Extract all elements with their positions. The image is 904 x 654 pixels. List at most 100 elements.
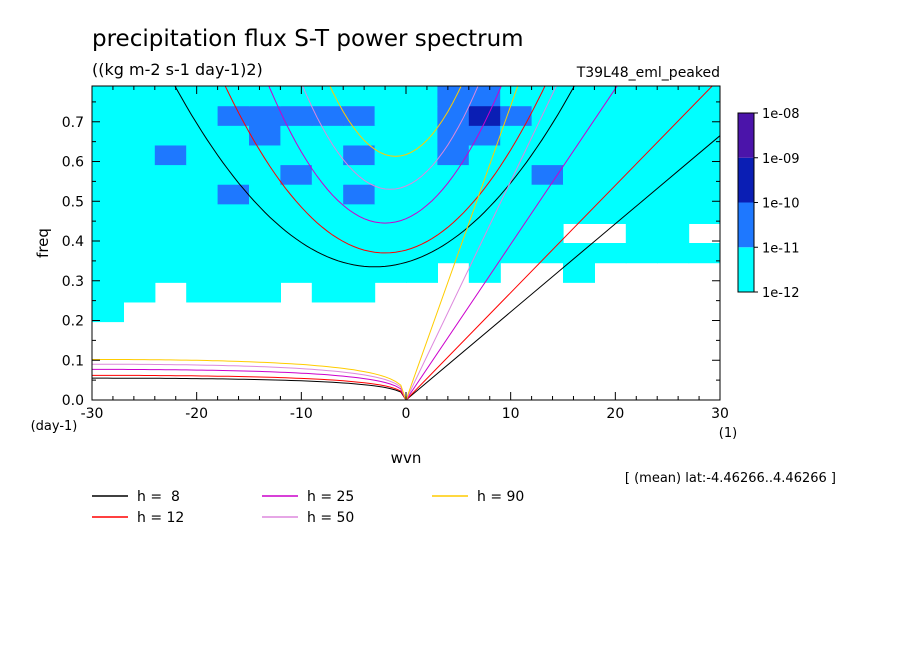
contour-cell — [218, 204, 250, 224]
contour-cell — [343, 184, 375, 204]
contour-cell — [123, 86, 155, 106]
contour-cell — [312, 165, 344, 185]
contour-cell — [437, 86, 469, 106]
contour-cell — [406, 223, 438, 243]
contour-cell — [155, 204, 187, 224]
contour-cell — [155, 106, 187, 126]
contour-cell — [657, 243, 689, 263]
contour-cell — [218, 165, 250, 185]
colorbar-segment — [738, 247, 754, 292]
contour-cell — [626, 145, 658, 165]
y-axis-unit: (day-1) — [31, 419, 78, 434]
contour-cell — [406, 125, 438, 145]
contour-cell — [437, 204, 469, 224]
contour-cell — [92, 86, 124, 106]
contour-cell — [280, 86, 312, 106]
legend-label: h = 12 — [137, 510, 184, 526]
contour-cell — [155, 184, 187, 204]
contour-cell — [123, 243, 155, 263]
contour-cell — [155, 263, 187, 283]
contour-cell — [218, 223, 250, 243]
chart-title: precipitation flux S-T power spectrum — [92, 26, 524, 52]
colorbar-segment — [738, 158, 754, 203]
contour-cell — [626, 243, 658, 263]
legend-label: h = 8 — [137, 489, 180, 505]
colorbar-segment — [738, 113, 754, 158]
contour-cell — [532, 106, 564, 126]
contour-cell — [249, 165, 281, 185]
contour-cell — [657, 204, 689, 224]
contour-cell — [469, 243, 501, 263]
contour-cell — [437, 223, 469, 243]
contour-cell — [594, 145, 626, 165]
contour-cell — [657, 223, 689, 243]
contour-cell — [155, 86, 187, 106]
contour-cell — [500, 125, 532, 145]
contour-cell — [657, 86, 689, 106]
contour-cell — [186, 106, 218, 126]
contour-cell — [375, 106, 407, 126]
contour-cell — [406, 243, 438, 263]
contour-cell — [123, 282, 155, 302]
contour-cell — [186, 223, 218, 243]
contour-cell — [249, 204, 281, 224]
contour-cell — [186, 282, 218, 302]
contour-cell — [689, 86, 721, 106]
contour-cell — [500, 145, 532, 165]
contour-cell — [375, 165, 407, 185]
contour-cell — [155, 125, 187, 145]
contour-cell — [155, 165, 187, 185]
contour-cell — [406, 184, 438, 204]
x-tick-label: 30 — [711, 406, 729, 422]
contour-cell — [186, 145, 218, 165]
colorbar: 1e-081e-091e-101e-111e-12 — [738, 107, 800, 301]
contour-cell — [594, 106, 626, 126]
contour-cell — [657, 145, 689, 165]
contour-cell — [280, 263, 312, 283]
contour-cell — [280, 223, 312, 243]
contour-cell — [343, 243, 375, 263]
contour-cell — [92, 282, 124, 302]
contour-cell — [218, 184, 250, 204]
latitude-annotation: [ (mean) lat:-4.46266..4.46266 ] — [625, 471, 836, 486]
contour-cell — [312, 263, 344, 283]
x-tick-label: 0 — [402, 406, 411, 422]
contour-cell — [406, 204, 438, 224]
contour-cell — [92, 243, 124, 263]
contour-cell — [123, 125, 155, 145]
y-tick-label: 0.7 — [62, 115, 84, 131]
run-label: T39L48_eml_peaked — [576, 65, 720, 81]
contour-cell — [312, 145, 344, 165]
contour-cell — [92, 165, 124, 185]
power-spectrum-contours — [92, 86, 721, 322]
contour-cell — [343, 165, 375, 185]
contour-cell — [406, 145, 438, 165]
contour-cell — [469, 204, 501, 224]
contour-cell — [689, 165, 721, 185]
x-axis-unit: (1) — [719, 426, 737, 441]
contour-cell — [375, 223, 407, 243]
contour-cell — [563, 106, 595, 126]
contour-cell — [123, 223, 155, 243]
x-axis-label: wvn — [391, 449, 422, 467]
contour-cell — [92, 302, 124, 322]
contour-cell — [594, 204, 626, 224]
y-tick-label: 0.0 — [62, 393, 84, 409]
contour-cell — [186, 86, 218, 106]
y-tick-label: 0.2 — [62, 314, 84, 330]
contour-cell — [123, 263, 155, 283]
colorbar-label: 1e-11 — [762, 241, 800, 256]
contour-cell — [218, 263, 250, 283]
contour-cell — [469, 165, 501, 185]
contour-cell — [249, 223, 281, 243]
contour-cell — [280, 165, 312, 185]
contour-cell — [312, 125, 344, 145]
contour-cell — [563, 184, 595, 204]
contour-cell — [186, 204, 218, 224]
contour-cell — [626, 125, 658, 145]
contour-cell — [249, 282, 281, 302]
contour-cell — [532, 243, 564, 263]
contour-cell — [186, 243, 218, 263]
colorbar-segment — [738, 203, 754, 248]
contour-cell — [563, 145, 595, 165]
